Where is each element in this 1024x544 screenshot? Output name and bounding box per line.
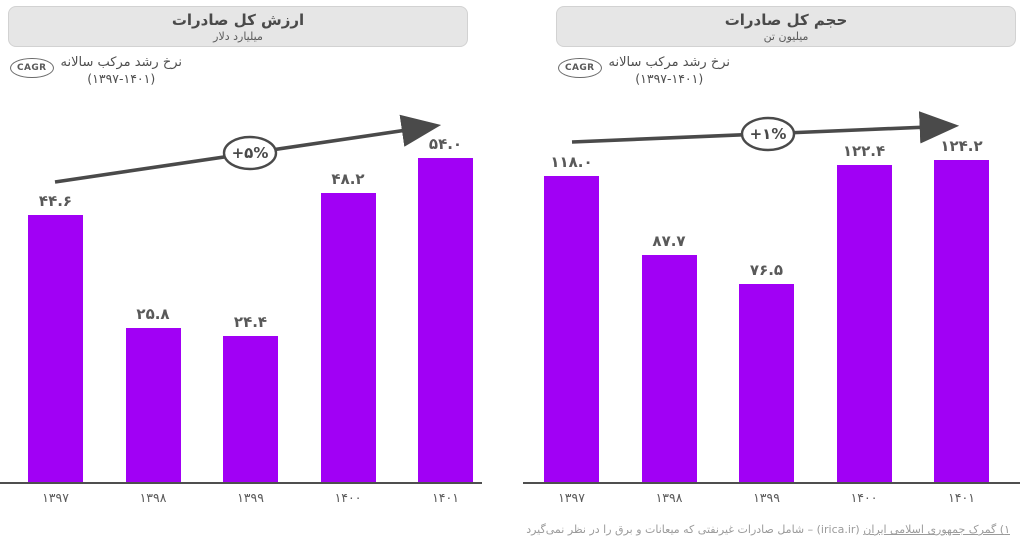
bar-value-label: ۱۲۲.۴ bbox=[842, 142, 886, 160]
bar-value-label: ۴۴.۶ bbox=[38, 192, 73, 210]
bar-slot: ۴۸.۲ bbox=[320, 163, 376, 483]
x-axis-tick-label: ۱۳۹۸ bbox=[139, 490, 167, 505]
footnote-source-1: ۱) گمرک جمهوری اسلامی ایران (irica.ir) –… bbox=[526, 523, 1010, 536]
x-axis-tick-label: ۱۴۰۰ bbox=[850, 490, 878, 505]
x-axis-labels: ۱۳۹۷ ۱۳۹۸ ۱۳۹۹ ۱۴۰۰ ۱۴۰۱ bbox=[556, 490, 1016, 510]
plot-area: +۱% ۱۱۸.۰ ۸۷.۷ ۷۶.۵ ۱۲۲.۴ ۱۲۴.۲ bbox=[544, 88, 1016, 483]
export-value-chart: ارزش کل صادرات میلیارد دلار CAGR نرخ رشد… bbox=[0, 6, 482, 538]
trend-badge bbox=[740, 116, 796, 152]
bar-slot: ۱۱۸.۰ bbox=[544, 146, 599, 483]
x-axis-line bbox=[0, 482, 482, 484]
bar bbox=[739, 284, 794, 483]
bar-value-label: ۲۴.۴ bbox=[233, 313, 268, 331]
cagr-badge: CAGR bbox=[10, 58, 54, 78]
bar-value-label: ۸۷.۷ bbox=[652, 232, 686, 250]
x-axis-tick-label: ۱۳۹۹ bbox=[237, 490, 264, 505]
x-axis-line bbox=[523, 482, 1020, 484]
cagr-label: نرخ رشد مرکب سالانه bbox=[60, 55, 183, 70]
cagr-period: (۱۳۹۷-۱۴۰۱) bbox=[635, 71, 704, 86]
bar bbox=[934, 160, 989, 483]
x-axis-tick-label: ۱۳۹۷ bbox=[42, 490, 69, 505]
bar-slot: ۱۲۴.۲ bbox=[934, 130, 989, 483]
bar bbox=[223, 336, 278, 483]
x-axis-tick-label: ۱۳۹۷ bbox=[558, 490, 585, 505]
footnote-text: – شامل صادرات غیرنفتی که میعانات و برق ر… bbox=[526, 523, 814, 536]
cagr-badge: CAGR bbox=[558, 58, 602, 78]
bar-slot: ۴۴.۶ bbox=[28, 185, 83, 483]
bar-slot: ۸۷.۷ bbox=[641, 225, 697, 483]
bar-value-label: ۴۸.۲ bbox=[331, 170, 365, 188]
cagr-period: (۱۳۹۷-۱۴۰۱) bbox=[87, 71, 156, 86]
x-axis-tick-label: ۱۳۹۹ bbox=[753, 490, 780, 505]
x-axis-tick-label: ۱۳۹۸ bbox=[655, 490, 683, 505]
bar-value-label: ۲۵.۸ bbox=[136, 305, 170, 323]
bar-slot: ۷۶.۵ bbox=[739, 254, 794, 483]
bar-slot: ۱۲۲.۴ bbox=[836, 135, 892, 483]
trend-badge bbox=[222, 135, 278, 171]
export-volume-chart: حجم کل صادرات میلیون تن CAGR نرخ رشد مرک… bbox=[523, 6, 1020, 538]
chart-title-band: ارزش کل صادرات میلیارد دلار bbox=[8, 6, 468, 47]
cagr-label: نرخ رشد مرکب سالانه bbox=[608, 55, 731, 70]
x-axis-tick-label: ۱۴۰۱ bbox=[432, 490, 459, 505]
bar bbox=[544, 176, 599, 483]
x-axis-tick-label: ۱۴۰۱ bbox=[948, 490, 975, 505]
chart-title: حجم کل صادرات bbox=[724, 11, 848, 29]
cagr-legend: CAGR نرخ رشد مرکب سالانه (۱۳۹۷-۱۴۰۱) bbox=[10, 54, 182, 87]
bar-slot: ۲۵.۸ bbox=[125, 298, 181, 483]
chart-title-band: حجم کل صادرات میلیون تن bbox=[556, 6, 1016, 47]
footnote-source-name: ۱) گمرک جمهوری اسلامی ایران bbox=[863, 523, 1010, 536]
cagr-legend: CAGR نرخ رشد مرکب سالانه (۱۳۹۷-۱۴۰۱) bbox=[558, 54, 730, 87]
bar-slot: ۲۴.۴ bbox=[223, 306, 278, 483]
x-axis-tick-label: ۱۴۰۰ bbox=[334, 490, 362, 505]
bar bbox=[836, 165, 892, 483]
trend-badge-label: +۵% bbox=[232, 144, 269, 162]
plot-area: +۵% ۴۴.۶ ۲۵.۸ ۲۴.۴ ۴۸.۲ ۵۴.۰ bbox=[8, 88, 473, 483]
bar bbox=[418, 158, 473, 483]
chart-unit-subtitle: میلیارد دلار bbox=[213, 30, 263, 43]
bar-value-label: ۱۲۴.۲ bbox=[940, 137, 983, 155]
bar bbox=[641, 255, 697, 483]
trend-badge-label: +۱% bbox=[750, 125, 787, 143]
bar-slot: ۵۴.۰ bbox=[418, 128, 473, 483]
bar bbox=[125, 328, 181, 483]
chart-title: ارزش کل صادرات bbox=[171, 11, 305, 29]
bar bbox=[28, 215, 83, 483]
bar-value-label: ۱۱۸.۰ bbox=[550, 153, 593, 171]
bar bbox=[320, 193, 376, 483]
bar-value-label: ۵۴.۰ bbox=[428, 135, 463, 153]
bar-value-label: ۷۶.۵ bbox=[749, 261, 784, 279]
footnote-source-domain: (irica.ir) bbox=[816, 523, 860, 536]
chart-unit-subtitle: میلیون تن bbox=[763, 30, 809, 43]
x-axis-labels: ۱۳۹۷ ۱۳۹۸ ۱۳۹۹ ۱۴۰۰ ۱۴۰۱ bbox=[8, 490, 468, 510]
